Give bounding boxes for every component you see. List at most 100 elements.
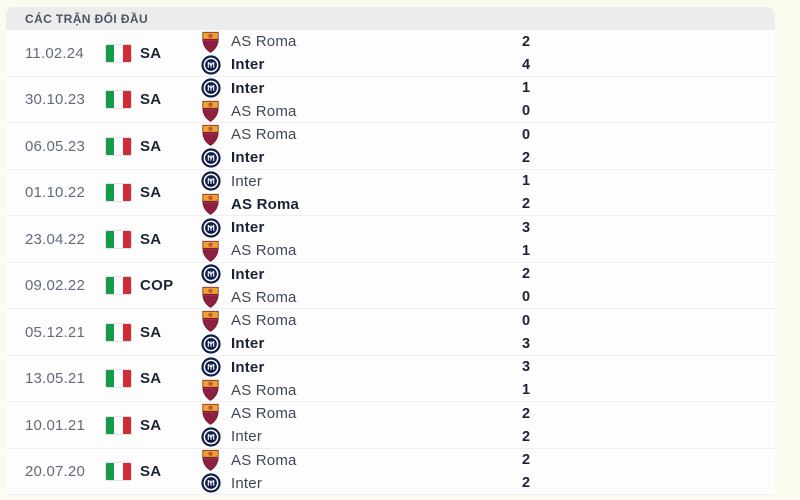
score: 2 bbox=[522, 149, 531, 166]
score: 3 bbox=[522, 335, 531, 352]
score: 3 bbox=[522, 219, 531, 236]
team-name: AS Roma bbox=[231, 288, 297, 306]
competition-code: SA bbox=[140, 44, 162, 62]
score: 2 bbox=[522, 475, 531, 491]
match-teams: Inter 3 AS Roma bbox=[200, 356, 775, 402]
italy-flag-icon bbox=[105, 415, 132, 435]
match-row[interactable]: 11.02.24 SA bbox=[6, 30, 775, 77]
score: 0 bbox=[522, 126, 531, 143]
team-name: AS Roma bbox=[231, 102, 297, 120]
inter-crest-icon bbox=[200, 217, 221, 238]
team-line: Inter 3 bbox=[200, 332, 775, 355]
inter-crest-icon bbox=[200, 171, 221, 192]
match-date: 23.04.22 bbox=[25, 230, 85, 248]
match-date: 10.01.21 bbox=[25, 416, 85, 434]
as-roma-crest-icon bbox=[200, 124, 221, 146]
italy-flag-icon bbox=[105, 183, 132, 202]
panel-header: CÁC TRẬN ĐỐI ĐẦU bbox=[6, 7, 775, 30]
team-name: AS Roma bbox=[231, 312, 297, 329]
as-roma-crest-icon bbox=[200, 31, 221, 53]
score: 0 bbox=[522, 289, 531, 305]
competition-code: COP bbox=[140, 277, 174, 294]
inter-crest-icon bbox=[200, 147, 221, 168]
as-roma-crest-icon bbox=[200, 286, 221, 308]
panel-title: CÁC TRẬN ĐỐI ĐẦU bbox=[25, 11, 149, 26]
match-date: 09.02.22 bbox=[25, 277, 85, 294]
italy-flag-icon bbox=[105, 136, 132, 156]
score: 2 bbox=[522, 33, 531, 50]
score: 2 bbox=[522, 196, 531, 212]
score: 0 bbox=[522, 103, 531, 119]
match-date: 05.12.21 bbox=[25, 323, 85, 341]
team-name: AS Roma bbox=[231, 451, 297, 469]
team-name: AS Roma bbox=[231, 381, 297, 399]
score: 2 bbox=[522, 428, 531, 445]
match-row[interactable]: 09.02.22 COP Inter 2 bbox=[6, 263, 775, 309]
match-teams: Inter 1 AS Roma bbox=[200, 170, 775, 216]
score: 2 bbox=[522, 266, 531, 282]
score: 4 bbox=[522, 56, 531, 73]
team-name: Inter bbox=[231, 265, 265, 283]
match-row[interactable]: 20.07.20 SA bbox=[6, 449, 775, 495]
match-teams: AS Roma 2 Inter 4 bbox=[200, 30, 775, 76]
team-line: AS Roma 0 bbox=[200, 309, 775, 332]
team-line: Inter 3 bbox=[200, 356, 775, 379]
match-row[interactable]: 23.04.22 SA Inter 3 bbox=[6, 216, 775, 263]
match-date: 30.10.23 bbox=[25, 91, 85, 108]
score: 1 bbox=[522, 382, 531, 398]
as-roma-crest-icon bbox=[200, 310, 221, 332]
as-roma-crest-icon bbox=[200, 379, 221, 401]
inter-crest-icon bbox=[200, 54, 221, 75]
inter-crest-icon bbox=[200, 264, 221, 285]
match-teams: AS Roma 2 Inter 2 bbox=[200, 449, 775, 495]
match-teams: Inter 3 AS Roma bbox=[200, 216, 775, 262]
score: 1 bbox=[522, 173, 531, 189]
team-name: Inter bbox=[231, 149, 265, 166]
inter-crest-icon bbox=[200, 473, 221, 494]
team-line: Inter 1 bbox=[200, 170, 775, 193]
team-name: Inter bbox=[231, 428, 263, 445]
as-roma-crest-icon bbox=[200, 449, 221, 471]
team-name: Inter bbox=[231, 79, 265, 97]
competition-code: SA bbox=[140, 184, 162, 201]
score: 1 bbox=[522, 80, 531, 96]
team-line: Inter 4 bbox=[200, 53, 775, 76]
match-row[interactable]: 06.05.23 SA bbox=[6, 123, 775, 170]
inter-crest-icon bbox=[200, 78, 221, 99]
as-roma-crest-icon bbox=[200, 100, 221, 122]
match-row[interactable]: 13.05.21 SA Inter 3 bbox=[6, 356, 775, 402]
team-line: Inter 2 bbox=[200, 425, 775, 448]
team-line: AS Roma 1 bbox=[200, 379, 775, 402]
italy-flag-icon bbox=[105, 90, 132, 109]
as-roma-crest-icon bbox=[200, 240, 221, 262]
match-date: 13.05.21 bbox=[25, 370, 85, 387]
italy-flag-icon bbox=[105, 43, 132, 63]
team-line: AS Roma 0 bbox=[200, 286, 775, 309]
match-row[interactable]: 01.10.22 SA Inter 1 bbox=[6, 170, 775, 216]
competition-code: SA bbox=[140, 416, 162, 434]
team-name: AS Roma bbox=[231, 33, 297, 50]
team-line: AS Roma 1 bbox=[200, 239, 775, 262]
italy-flag-icon bbox=[105, 322, 132, 342]
competition-code: SA bbox=[140, 91, 162, 108]
match-teams: AS Roma 0 Inter 3 bbox=[200, 309, 775, 355]
as-roma-crest-icon bbox=[200, 403, 221, 425]
head-to-head-panel: CÁC TRẬN ĐỐI ĐẦU 11.02.24 SA bbox=[6, 7, 775, 495]
team-line: Inter 2 bbox=[200, 146, 775, 169]
team-line: AS Roma 2 bbox=[200, 30, 775, 53]
team-name: AS Roma bbox=[231, 195, 300, 213]
team-name: Inter bbox=[231, 172, 263, 190]
match-teams: Inter 2 AS Roma bbox=[200, 263, 775, 309]
score: 2 bbox=[522, 452, 531, 468]
match-row[interactable]: 10.01.21 SA bbox=[6, 402, 775, 449]
match-date: 11.02.24 bbox=[25, 44, 84, 62]
competition-code: SA bbox=[140, 323, 162, 341]
score: 2 bbox=[522, 405, 531, 422]
team-line: AS Roma 0 bbox=[200, 100, 775, 123]
team-name: AS Roma bbox=[231, 405, 297, 422]
italy-flag-icon bbox=[105, 462, 132, 481]
team-line: Inter 1 bbox=[200, 77, 775, 100]
team-line: AS Roma 2 bbox=[200, 449, 775, 472]
match-row[interactable]: 05.12.21 SA bbox=[6, 309, 775, 356]
match-row[interactable]: 30.10.23 SA Inter 1 bbox=[6, 77, 775, 123]
